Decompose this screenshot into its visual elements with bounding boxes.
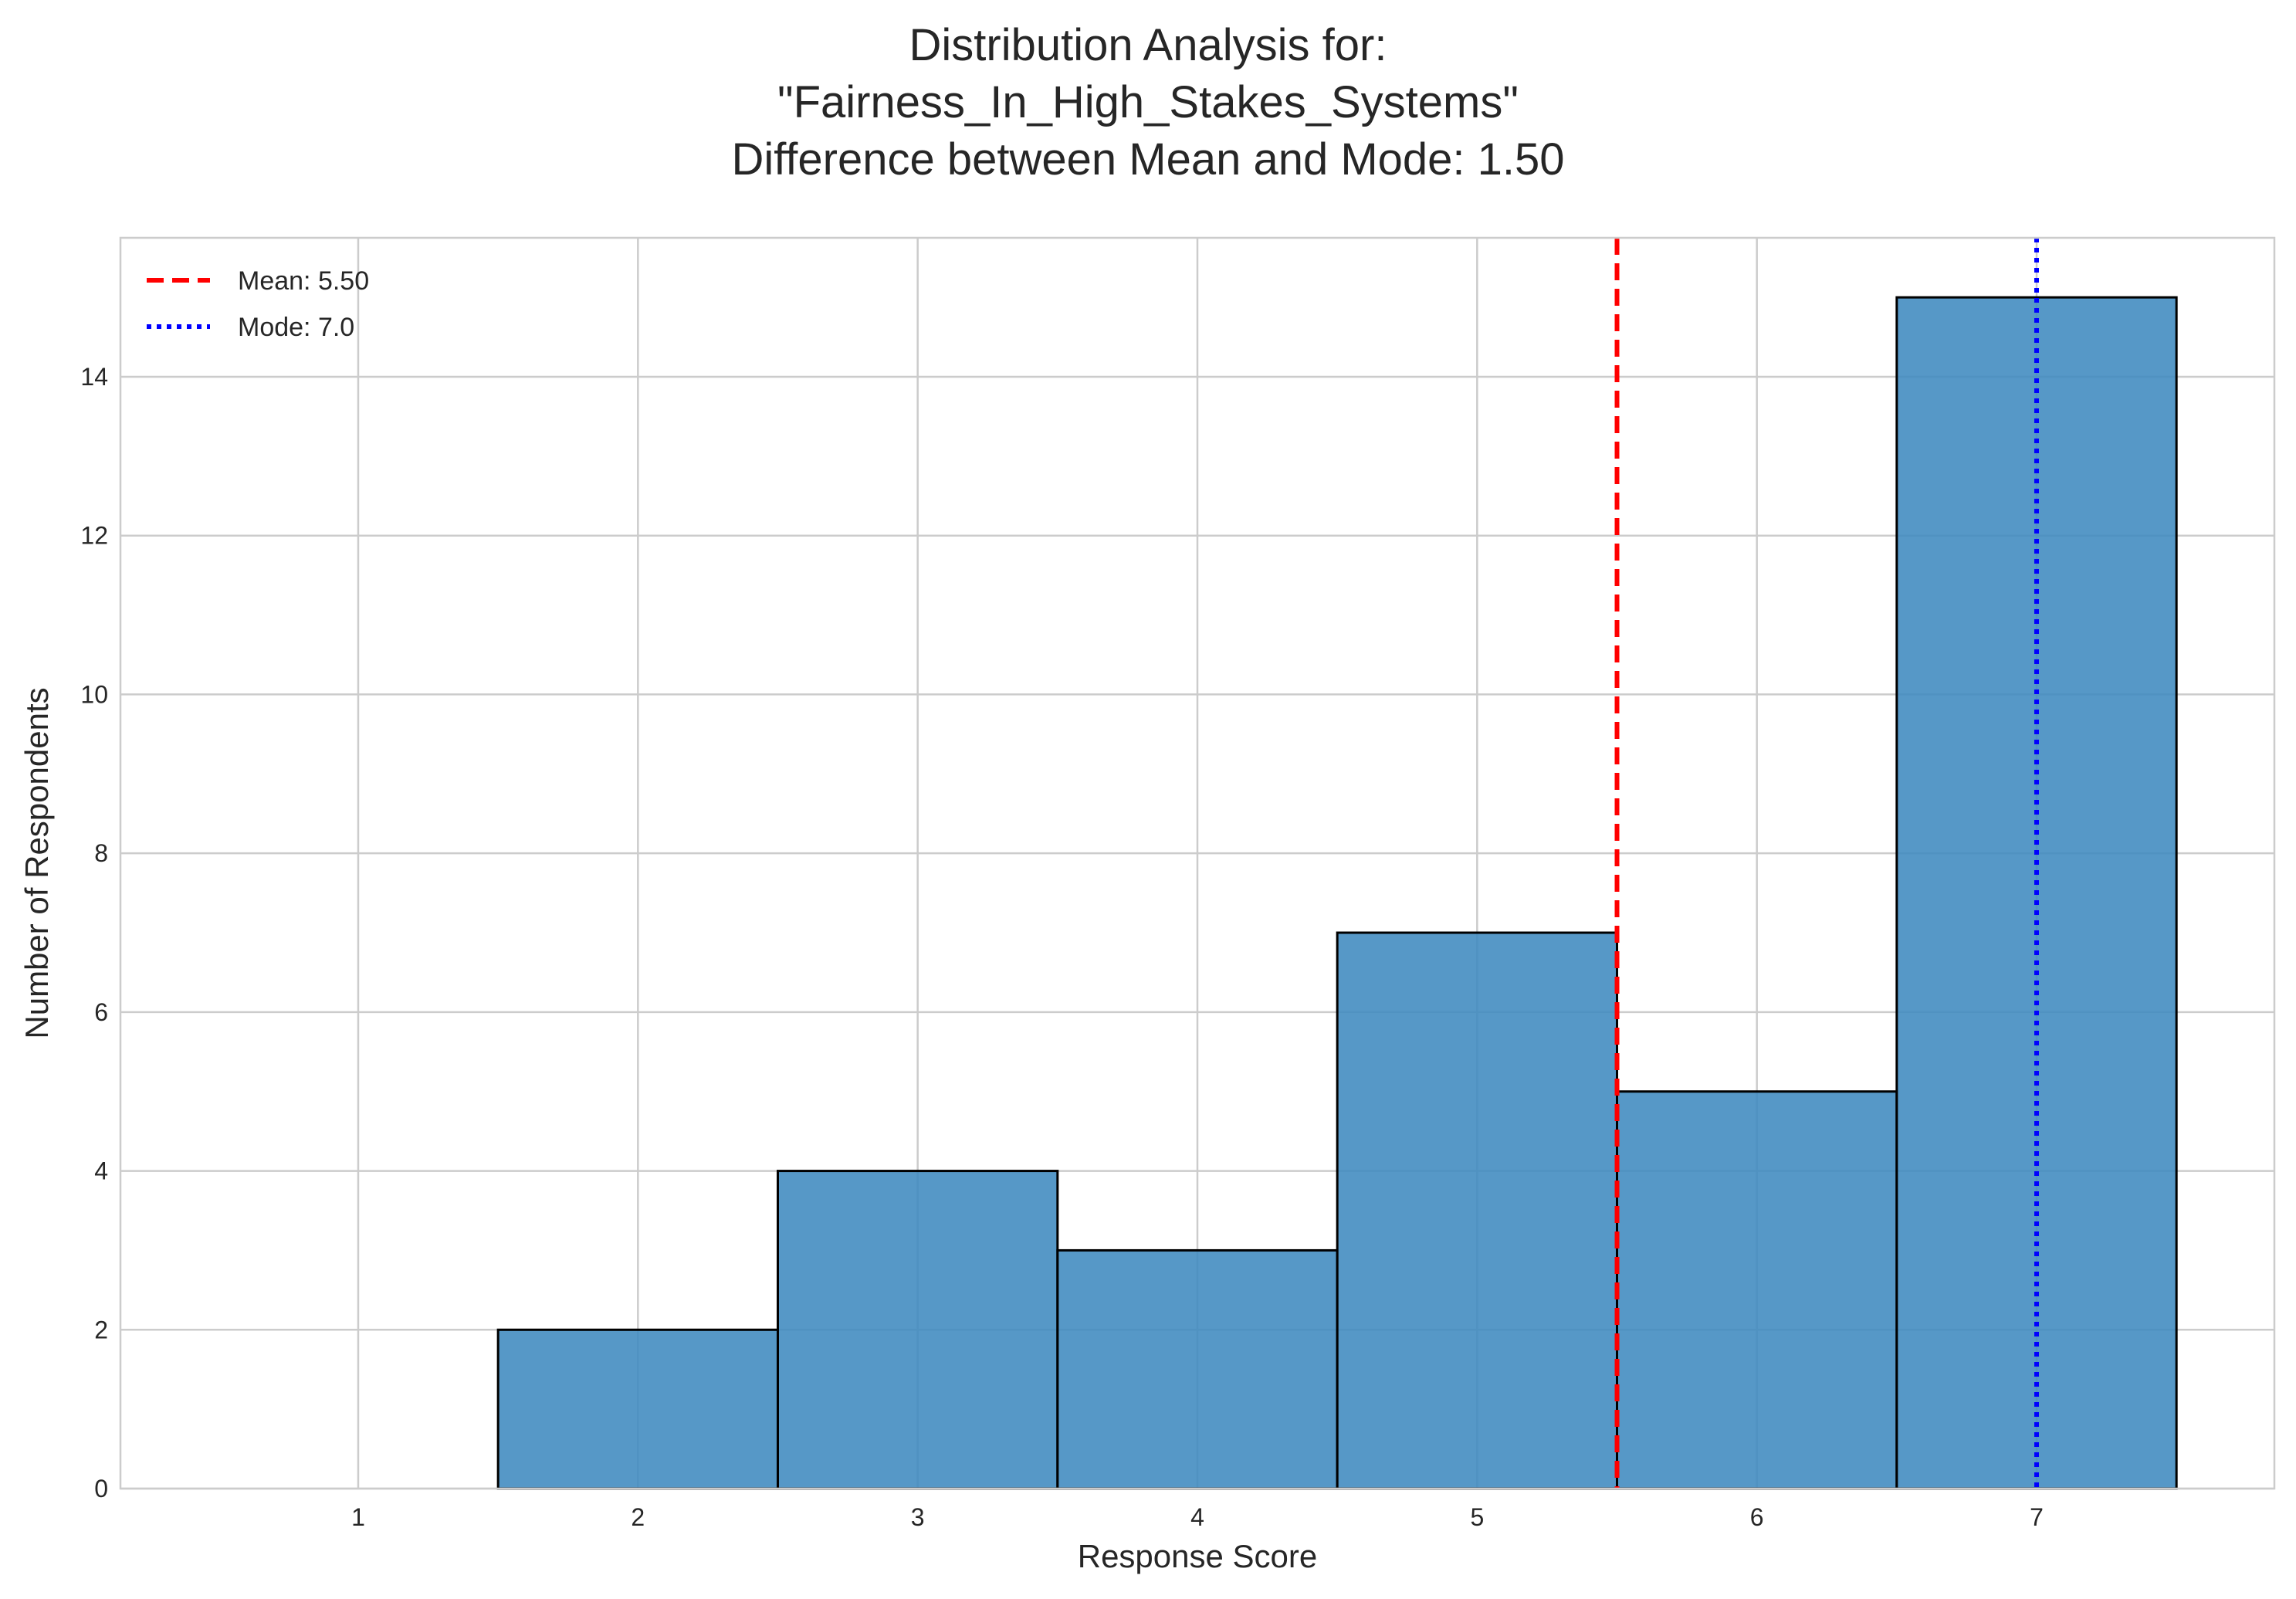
histogram-bars — [496, 296, 2178, 1490]
histogram-bar-6 — [1616, 1090, 1898, 1490]
chart-title-line-3: Difference between Mean and Mode: 1.50 — [731, 134, 1564, 185]
y-tick-label-6: 6 — [94, 998, 108, 1026]
chart-title-line-1: Distribution Analysis for: — [909, 20, 1387, 70]
x-axis-ticks: 1 2 3 4 5 6 7 — [351, 1503, 2044, 1531]
y-tick-label-8: 8 — [94, 839, 108, 867]
y-tick-label-4: 4 — [94, 1157, 108, 1185]
legend-label-2: Mode: 7.0 — [238, 313, 354, 342]
histogram-bar-2 — [496, 1328, 779, 1490]
histogram-bar-3 — [776, 1170, 1059, 1490]
chart-title-line-2: "Fairness_In_High_Stakes_Systems" — [777, 77, 1519, 127]
x-tick-label-3: 3 — [911, 1503, 925, 1531]
reference-lines — [1614, 238, 2040, 1489]
plot-frame — [119, 236, 2276, 1490]
histogram-bar-4 — [1056, 1248, 1339, 1490]
chart-title: Distribution Analysis for: "Fairness_In_H… — [731, 20, 1564, 185]
y-tick-label-0: 0 — [94, 1475, 108, 1502]
y-axis-ticks: 0 2 4 6 8 10 12 14 — [80, 363, 108, 1502]
y-tick-label-12: 12 — [80, 522, 108, 550]
legend: Mean: 5.50 Mode: 7.0 — [147, 266, 369, 342]
x-tick-label-7: 7 — [2030, 1503, 2044, 1531]
y-tick-label-2: 2 — [94, 1316, 108, 1343]
legend-label-1: Mean: 5.50 — [238, 266, 369, 296]
x-tick-label-4: 4 — [1190, 1503, 1204, 1531]
y-axis-label: Number of Respondents — [19, 687, 55, 1038]
histogram-bar-5 — [1336, 931, 1619, 1490]
x-axis-label: Response Score — [1078, 1538, 1318, 1574]
x-tick-label-2: 2 — [631, 1503, 645, 1531]
y-tick-label-14: 14 — [80, 363, 108, 391]
x-tick-label-1: 1 — [351, 1503, 365, 1531]
y-tick-label-10: 10 — [80, 680, 108, 708]
x-tick-label-5: 5 — [1470, 1503, 1484, 1531]
x-tick-label-6: 6 — [1750, 1503, 1764, 1531]
